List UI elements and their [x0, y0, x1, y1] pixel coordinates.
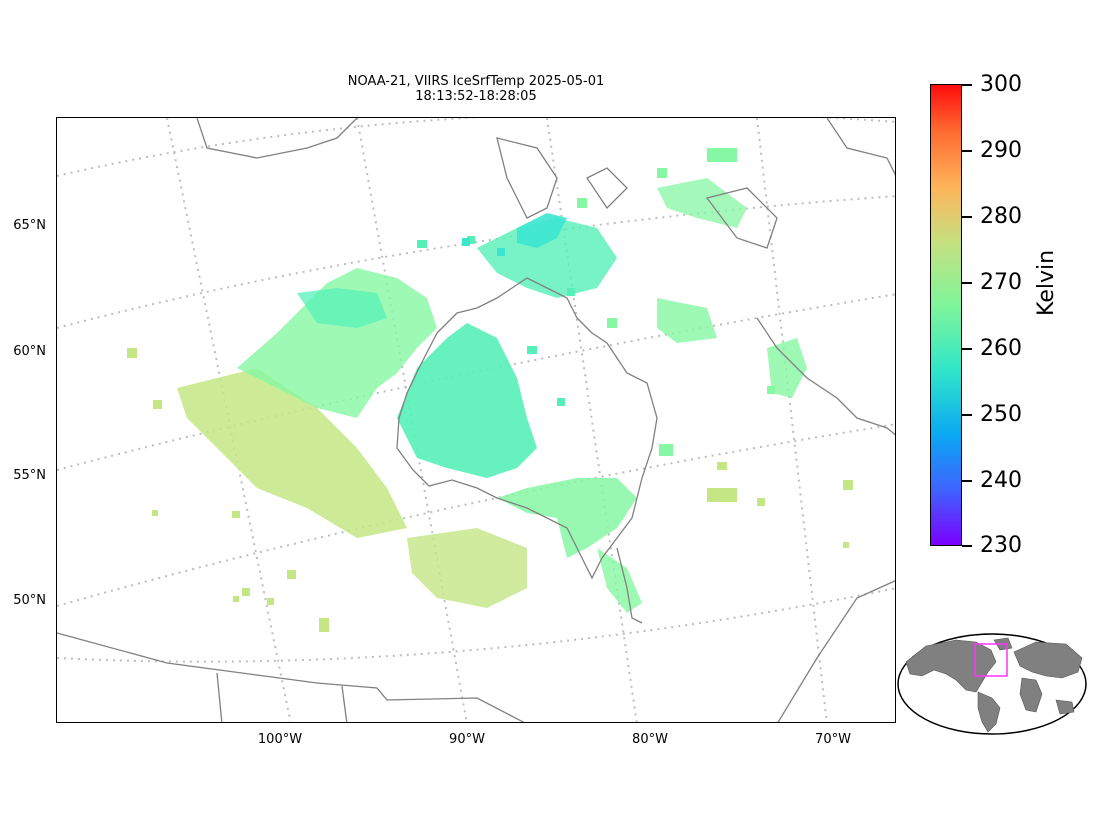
lon-label-70: 70°W: [815, 732, 851, 747]
lat-label-55: 55°N: [13, 468, 46, 483]
title-line-1: NOAA-21, VIIRS IceSrfTemp 2025-05-01: [347, 74, 605, 89]
meridian-80: [546, 118, 638, 722]
colorbar-tick: [962, 150, 972, 152]
coldest-pixels: [462, 213, 567, 256]
baffin-island: [496, 137, 558, 219]
coastlines: [57, 118, 895, 722]
james-bay-shore: [616, 547, 643, 624]
main-map: [56, 117, 896, 723]
colorbar-tick: [962, 348, 972, 350]
colorbar-label-290: 290: [980, 138, 1022, 163]
lat-label-65: 65°N: [13, 218, 46, 233]
colorbar-tick: [962, 216, 972, 218]
colorbar: [930, 84, 962, 546]
labrador-shore: [756, 317, 895, 436]
colorbar-tick: [962, 84, 972, 86]
warm-pixels: [127, 348, 853, 632]
title-line-2: 18:13:52-18:28:05: [415, 89, 537, 104]
globe-land: [905, 637, 1083, 733]
colorbar-label-280: 280: [980, 204, 1022, 229]
atlantic-coast: [777, 580, 895, 722]
lon-label-100: 100°W: [257, 732, 303, 747]
state-lines: [216, 672, 348, 722]
colorbar-tick: [962, 282, 972, 284]
colorbar-tick: [962, 414, 972, 416]
colorbar-label-240: 240: [980, 468, 1022, 493]
colorbar-label-230: 230: [980, 533, 1022, 558]
colorbar-tick: [962, 480, 972, 482]
locator-globe: [896, 632, 1088, 736]
southampton-island: [586, 167, 628, 210]
lat-label-60: 60°N: [13, 344, 46, 359]
colorbar-label-300: 300: [980, 72, 1022, 97]
map-title: NOAA-21, VIIRS IceSrfTemp 2025-05-01 18:…: [56, 74, 896, 104]
arctic-coast: [196, 118, 358, 159]
parallel-70: [57, 118, 895, 177]
mid-pixels: [237, 148, 807, 613]
colorbar-label-260: 260: [980, 336, 1022, 361]
map-canvas: [57, 118, 895, 722]
surface-temperature-field: [127, 148, 853, 632]
colorbar-label-270: 270: [980, 270, 1022, 295]
colorbar-tick: [962, 545, 972, 547]
lon-label-90: 90°W: [449, 732, 485, 747]
cold-pixels: [297, 218, 617, 478]
lat-label-50: 50°N: [13, 593, 46, 608]
labrador-coast: [705, 187, 778, 249]
greenland-coast: [826, 118, 895, 176]
extent-box: [974, 643, 1008, 677]
colorbar-title: Kelvin: [1034, 249, 1059, 316]
us-canada-border: [57, 632, 525, 722]
colorbar-label-250: 250: [980, 402, 1022, 427]
hudson-bay-shore: [396, 277, 658, 580]
lon-label-80: 80°W: [632, 732, 668, 747]
